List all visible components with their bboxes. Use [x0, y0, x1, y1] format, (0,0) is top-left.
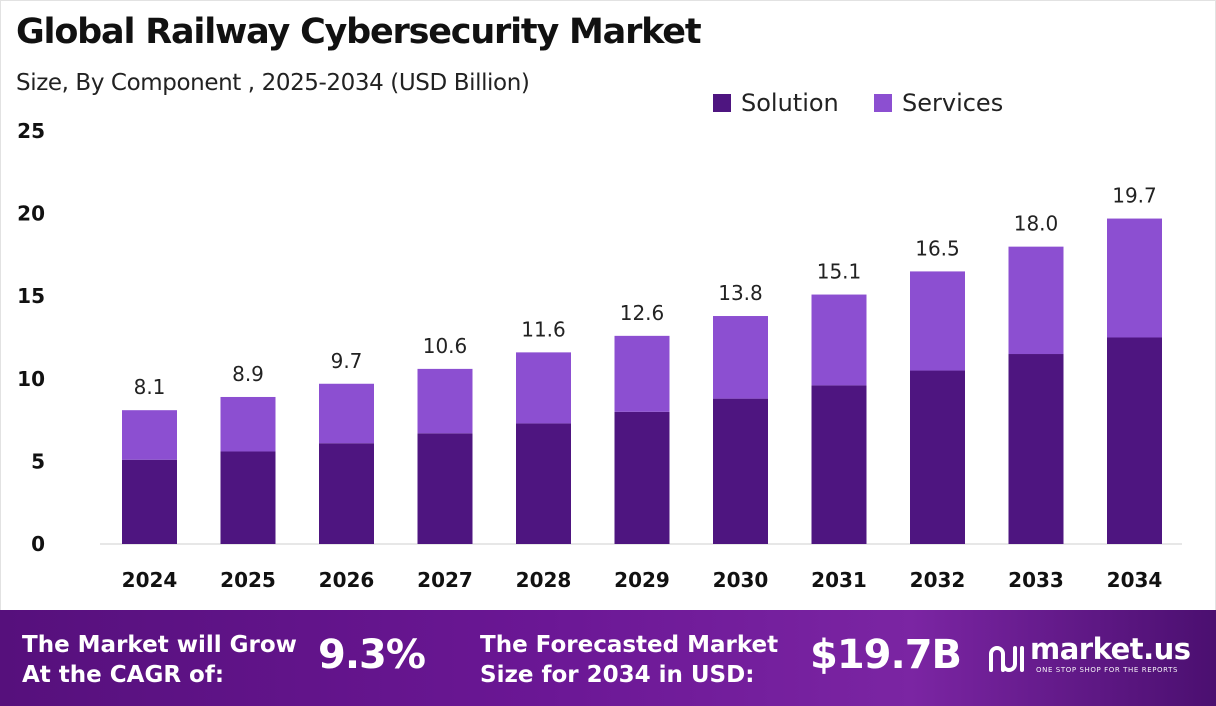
bar-services-2024	[122, 410, 177, 460]
legend-item-solution: Solution	[713, 89, 839, 117]
forecast-label-line2: Size for 2034 in USD:	[480, 662, 755, 688]
data-label-2024: 8.1	[134, 375, 166, 399]
bar-services-2025	[220, 396, 276, 452]
y-tick-label: 0	[31, 532, 45, 556]
chart-subtitle: Size, By Component , 2025-2034 (USD Bill…	[16, 70, 530, 96]
legend-swatch-solution	[713, 94, 731, 112]
y-tick-label: 20	[17, 202, 45, 226]
y-tick-label: 5	[31, 449, 45, 473]
bar-services-2029	[614, 335, 670, 412]
chart-title: Global Railway Cybersecurity Market	[16, 12, 702, 52]
x-tick-label-2030: 2030	[713, 568, 769, 592]
cagr-label: The Market will Grow At the CAGR of:	[22, 630, 297, 690]
bar-services-2033	[1008, 246, 1064, 355]
legend-item-services: Services	[874, 89, 1003, 117]
stacked-bar-chart: 05101520258.120248.920259.7202610.620271…	[17, 119, 1182, 592]
bar-solution-2026	[319, 443, 374, 544]
x-tick-label-2027: 2027	[417, 568, 473, 592]
footer-banner: The Market will Grow At the CAGR of: 9.3…	[0, 610, 1216, 706]
bar-services-2027	[417, 368, 473, 434]
bar-solution-2034	[1107, 337, 1162, 544]
x-tick-label-2028: 2028	[516, 568, 572, 592]
bar-services-2034	[1107, 218, 1162, 338]
y-tick-label: 15	[17, 284, 45, 308]
data-label-2031: 15.1	[817, 260, 862, 284]
data-label-2028: 11.6	[521, 317, 566, 341]
bar-services-2028	[516, 352, 571, 424]
bar-solution-2030	[713, 398, 768, 544]
market-us-logo-text: market.us	[1030, 632, 1191, 666]
data-label-2025: 8.9	[232, 362, 264, 386]
x-tick-label-2029: 2029	[614, 568, 670, 592]
bar-services-2031	[811, 294, 867, 386]
bar-solution-2027	[417, 433, 473, 544]
cagr-label-line1: The Market will Grow	[22, 632, 297, 658]
y-tick-label: 10	[17, 367, 45, 391]
legend-label-services: Services	[902, 89, 1004, 117]
x-tick-label-2031: 2031	[811, 568, 867, 592]
data-label-2033: 18.0	[1014, 212, 1059, 236]
x-tick-label-2032: 2032	[910, 568, 966, 592]
x-tick-label-2026: 2026	[319, 568, 375, 592]
legend-label-solution: Solution	[741, 89, 839, 117]
cagr-value: 9.3%	[318, 632, 426, 678]
legend-swatch-services	[874, 94, 892, 112]
x-tick-label-2025: 2025	[220, 568, 276, 592]
x-tick-label-2024: 2024	[122, 568, 178, 592]
bar-solution-2031	[811, 385, 867, 544]
bar-services-2026	[319, 383, 374, 444]
bar-solution-2032	[910, 370, 965, 544]
y-tick-label: 25	[17, 119, 45, 143]
bar-services-2032	[910, 271, 965, 371]
bar-solution-2024	[122, 459, 177, 544]
market-us-logo-icon	[989, 646, 1024, 672]
data-label-2034: 19.7	[1112, 184, 1157, 208]
data-label-2026: 9.7	[331, 349, 363, 373]
bar-services-2030	[713, 316, 768, 399]
forecast-label: The Forecasted Market Size for 2034 in U…	[480, 630, 778, 690]
forecast-label-line1: The Forecasted Market	[480, 632, 779, 658]
bar-solution-2025	[220, 451, 276, 544]
x-tick-label-2033: 2033	[1008, 568, 1064, 592]
bar-solution-2028	[516, 423, 571, 544]
data-label-2032: 16.5	[915, 236, 960, 260]
data-label-2030: 13.8	[718, 281, 763, 305]
forecast-value: $19.7B	[810, 632, 962, 678]
bar-solution-2029	[614, 411, 670, 544]
x-tick-label-2034: 2034	[1107, 568, 1163, 592]
market-us-logo-tagline: ONE STOP SHOP FOR THE REPORTS	[1036, 666, 1179, 674]
cagr-label-line2: At the CAGR of:	[22, 662, 225, 688]
data-label-2029: 12.6	[620, 301, 665, 325]
data-label-2027: 10.6	[423, 334, 468, 358]
bar-solution-2033	[1008, 354, 1064, 544]
